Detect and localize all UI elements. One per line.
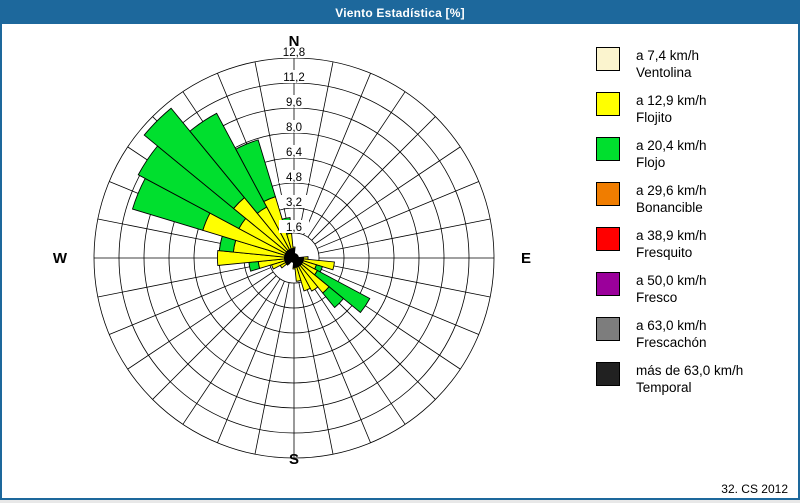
- legend-item-frescachn: a 63,0 km/h Frescachón: [596, 317, 796, 361]
- grid-spoke: [318, 218, 491, 254]
- tick-label-bg: [279, 70, 309, 83]
- legend-item-bonancible: a 29,6 km/h Bonancible: [596, 182, 796, 226]
- tick-label-bg: [279, 45, 309, 58]
- legend-swatch-icon: [596, 272, 620, 296]
- legend: a 7,4 km/h Ventolina a 12,9 km/h Flojito a 2…: [588, 24, 798, 444]
- grid-spoke: [311, 116, 436, 241]
- legend-swatch-icon: [596, 92, 620, 116]
- petal-NWbN-flojo: [189, 112, 268, 214]
- radial-tick-label: 8,0: [286, 122, 302, 134]
- legend-item-flojo: a 20,4 km/h Flojo: [596, 137, 796, 181]
- radial-tick-label: 12,8: [283, 47, 305, 59]
- radial-tick-label: 3,2: [286, 197, 302, 209]
- grid-spoke: [109, 267, 272, 335]
- grid-spoke: [318, 262, 491, 298]
- radial-tick-label: 11,2: [283, 72, 305, 84]
- petal-WbS-flojo: [248, 261, 261, 272]
- radial-tick-label: 4,8: [286, 172, 302, 184]
- grid-spoke: [217, 280, 285, 443]
- legend-item-fresquito: a 38,9 km/h Fresquito: [596, 227, 796, 271]
- legend-label: a 12,9 km/h Flojito: [636, 93, 707, 125]
- grid-spoke: [316, 181, 479, 249]
- windrose-plot: 1,6 3,2 4,8 6,4 8,0 9,6 11,2 12,8N E S W: [53, 33, 531, 468]
- legend-label: a 38,9 km/h Fresquito: [636, 228, 707, 260]
- compass-label-s: S: [289, 451, 299, 468]
- windrose-chart-area: 1,6 3,2 4,8 6,4 8,0 9,6 11,2 12,8 N E S W: [2, 24, 798, 498]
- grid-spoke: [307, 278, 406, 425]
- legend-item-temporal: más de 63,0 km/h Temporal: [596, 362, 796, 406]
- legend-swatch-icon: [596, 182, 620, 206]
- radial-tick-label: 9,6: [286, 97, 302, 109]
- window-title: Viento Estadística [%]: [2, 2, 798, 24]
- radial-tick-label: 1,6: [286, 222, 302, 234]
- compass-label-n: N: [289, 33, 300, 50]
- tick-label-bg: [279, 170, 309, 183]
- center-dot: [289, 253, 299, 263]
- tick-label-bg: [279, 145, 309, 158]
- legend-swatch-icon: [596, 317, 620, 341]
- grid-spoke: [127, 271, 274, 370]
- legend-swatch-icon: [596, 47, 620, 71]
- legend-label: a 63,0 km/h Frescachón: [636, 318, 707, 350]
- footer-stamp: 32. CS 2012: [721, 482, 788, 496]
- grid-spoke: [316, 267, 479, 335]
- legend-swatch-icon: [596, 227, 620, 251]
- grid-spoke: [97, 262, 270, 298]
- compass-label-e: E: [521, 250, 531, 267]
- tick-label-bg: [279, 95, 309, 108]
- legend-label: a 50,0 km/h Fresco: [636, 273, 707, 305]
- legend-label: a 7,4 km/h Ventolina: [636, 48, 700, 80]
- petal-NW-flojo: [143, 107, 246, 210]
- legend-label: más de 63,0 km/h Temporal: [636, 363, 744, 395]
- legend-label: a 20,4 km/h Flojo: [636, 138, 707, 170]
- tick-label-bg: [279, 120, 309, 133]
- grid-spoke: [254, 282, 290, 455]
- tick-label-bg: [279, 195, 309, 208]
- legend-label: a 29,6 km/h Bonancible: [636, 183, 707, 215]
- grid-spoke: [307, 91, 406, 238]
- grid-spoke: [298, 282, 334, 455]
- grid-spoke: [182, 278, 281, 425]
- legend-item-flojito: a 12,9 km/h Flojito: [596, 92, 796, 136]
- petal-SEbE-flojo: [313, 269, 371, 314]
- radial-tick-label: 6,4: [286, 147, 303, 159]
- grid-spoke: [303, 73, 371, 236]
- compass-label-w: W: [53, 250, 68, 267]
- petal-NNW-flojo: [235, 139, 276, 203]
- legend-swatch-icon: [596, 137, 620, 161]
- grid-spoke: [314, 146, 461, 245]
- legend-swatch-icon: [596, 362, 620, 386]
- petal-SE-flojo: [322, 286, 345, 309]
- grid-spoke: [303, 280, 371, 443]
- legend-item-ventolina: a 7,4 km/h Ventolina: [596, 47, 796, 91]
- legend-item-fresco: a 50,0 km/h Fresco: [596, 272, 796, 316]
- tick-label-bg: [279, 220, 309, 233]
- grid-spoke: [152, 275, 277, 400]
